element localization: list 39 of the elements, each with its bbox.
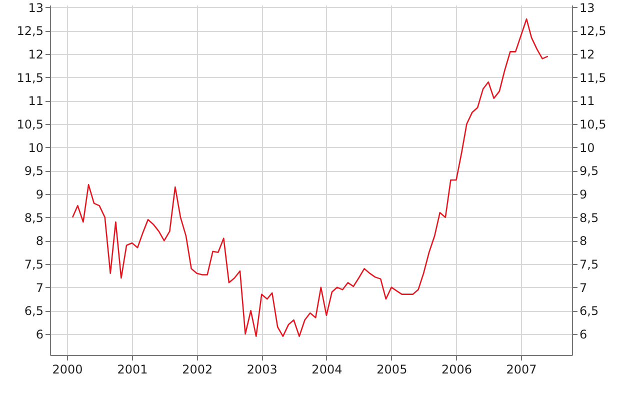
y-tick-label: 6,5	[24, 304, 44, 318]
y2-tick-label: 12	[580, 48, 595, 62]
y-tick-label: 6	[36, 328, 44, 342]
x-tick-label: 2007	[506, 362, 537, 376]
x-tick-label: 2003	[246, 362, 278, 376]
y2-tick-label: 8	[580, 234, 588, 248]
y2-tick-label: 10,5	[580, 118, 606, 132]
y-tick-label: 7	[36, 280, 44, 295]
x-tick-label: 2000	[52, 362, 83, 376]
y2-tick-label: 11	[580, 94, 595, 108]
y2-tick-label: 9	[580, 188, 588, 202]
y-tick-label: 10	[28, 140, 44, 155]
y-tick-label: 9	[36, 188, 44, 202]
line-series	[72, 18, 549, 337]
x-tick-label: 2005	[376, 362, 408, 376]
y-tick-label: 13	[28, 0, 44, 15]
y2-tick-label: 6	[580, 328, 588, 342]
y2-tick-label: 7	[580, 280, 588, 295]
y2-tick-label: 9,5	[580, 164, 599, 178]
y2-tick-label: 7,5	[580, 258, 599, 272]
y2-tick-label: 11,5	[580, 70, 606, 85]
x-tick-label: 2004	[312, 362, 342, 376]
y-tick-label: 8,5	[24, 210, 44, 225]
y-tick-label: 10,5	[16, 118, 44, 132]
y-tick-label: 7,5	[24, 258, 44, 272]
y2-tick-label: 12,5	[580, 24, 606, 38]
y-tick-label: 8	[36, 234, 44, 248]
y-tick-label: 12,5	[16, 24, 44, 38]
y2-tick-label: 10	[580, 140, 595, 155]
y-tick-label: 12	[28, 48, 44, 62]
y-tick-label: 9,5	[24, 164, 44, 178]
y2-tick-label: 13	[580, 0, 595, 15]
x-tick-label: 2001	[117, 362, 148, 376]
x-tick-label: 2002	[182, 362, 213, 376]
y2-tick-label: 6,5	[580, 304, 599, 318]
x-tick-label: 2006	[441, 362, 472, 376]
y-tick-label: 11	[28, 94, 44, 108]
y-tick-label: 11,5	[16, 70, 44, 85]
y2-tick-label: 8,5	[580, 210, 599, 225]
